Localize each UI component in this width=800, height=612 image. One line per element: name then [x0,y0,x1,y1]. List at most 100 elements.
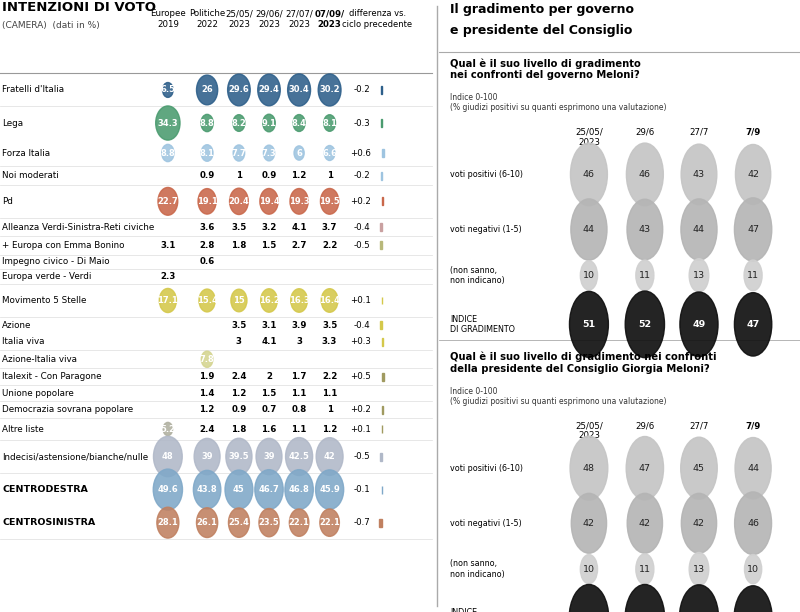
Text: voti positivi (6-10): voti positivi (6-10) [450,170,523,179]
Circle shape [194,438,220,475]
Text: 46: 46 [639,170,651,179]
Text: 27/7: 27/7 [690,421,709,430]
Text: 22.1: 22.1 [319,518,340,527]
Text: Azione: Azione [2,321,31,330]
Text: 0.9: 0.9 [199,171,214,180]
Text: 15: 15 [233,296,245,305]
Circle shape [571,199,607,260]
Text: 17.1: 17.1 [158,296,178,305]
Text: 51: 51 [582,320,595,329]
Text: -0.7: -0.7 [354,518,370,527]
Circle shape [157,507,179,538]
Text: Forza Italia: Forza Italia [2,149,50,157]
Text: Fratelli d'Italia: Fratelli d'Italia [2,86,64,94]
Text: Lega: Lega [2,119,23,127]
Text: Politiche
2022: Politiche 2022 [189,9,226,29]
Bar [382,149,384,157]
Text: 29.4: 29.4 [258,86,279,94]
Text: 2.4: 2.4 [231,372,246,381]
Circle shape [324,146,335,160]
Text: 27/7: 27/7 [690,127,709,136]
Text: 1.8: 1.8 [231,241,246,250]
Text: 20.4: 20.4 [229,197,250,206]
Text: Movimento 5 Stelle: Movimento 5 Stelle [2,296,86,305]
Circle shape [570,291,608,357]
Circle shape [228,74,250,106]
Text: 0.8: 0.8 [291,405,306,414]
Text: 46: 46 [583,170,595,179]
Circle shape [231,289,247,312]
Circle shape [570,143,607,206]
Circle shape [745,554,762,584]
Text: 44: 44 [747,464,759,472]
Text: Qual è il suo livello di gradimento nei confronti
della presidente del Consiglio: Qual è il suo livello di gradimento nei … [450,352,717,374]
Text: 3: 3 [236,337,242,346]
Text: 1.1: 1.1 [291,425,306,433]
Text: 0.6: 0.6 [199,258,214,266]
Text: 8.4: 8.4 [292,119,306,127]
Circle shape [570,436,608,500]
Text: 2.7: 2.7 [291,241,307,250]
Text: Pd: Pd [2,197,13,206]
Circle shape [256,438,282,475]
Circle shape [158,187,178,215]
Text: 16.2: 16.2 [258,296,279,305]
Bar [380,453,382,461]
Circle shape [626,291,665,357]
Text: 2.2: 2.2 [322,241,338,250]
Circle shape [679,585,718,612]
Text: 29/6: 29/6 [635,127,654,136]
Text: 11: 11 [639,271,651,280]
Text: -0.3: -0.3 [354,119,370,127]
Text: 2: 2 [266,372,272,381]
Text: 8.1: 8.1 [200,149,214,157]
Text: CENTRODESTRA: CENTRODESTRA [2,485,88,494]
Text: 1.2: 1.2 [231,389,246,398]
Bar [380,223,382,231]
Bar [382,373,384,381]
Text: 10: 10 [583,565,595,573]
Text: Altre liste: Altre liste [2,425,44,433]
Text: 1.7: 1.7 [291,372,307,381]
Text: +0.3: +0.3 [350,337,370,346]
Text: 22.7: 22.7 [158,197,178,206]
Text: 1.5: 1.5 [262,241,277,250]
Text: 39: 39 [263,452,274,461]
Text: 42: 42 [583,519,595,528]
Text: 29/6: 29/6 [635,421,654,430]
Circle shape [258,74,280,106]
Circle shape [154,469,182,510]
Text: 34.3: 34.3 [158,119,178,127]
Text: Noi moderati: Noi moderati [2,171,59,180]
Text: 1.2: 1.2 [199,405,214,414]
Text: -0.5: -0.5 [354,452,370,461]
Circle shape [626,143,663,206]
Circle shape [262,114,275,132]
Text: -0.5: -0.5 [354,241,370,250]
Circle shape [682,493,717,553]
Text: 7/9: 7/9 [746,127,761,136]
Circle shape [163,422,173,436]
Text: 0.7: 0.7 [262,405,277,414]
Text: 2.8: 2.8 [199,241,214,250]
Circle shape [689,259,709,292]
Text: 1.2: 1.2 [291,171,306,180]
Text: 10: 10 [583,271,595,280]
Text: 3.2: 3.2 [262,223,277,231]
Text: 52: 52 [638,320,651,329]
Circle shape [290,188,308,214]
Text: 26: 26 [202,86,213,94]
Text: 3.3: 3.3 [322,337,338,346]
Circle shape [744,260,762,291]
Circle shape [681,437,718,499]
Text: Indecisi/astensione/bianche/nulle: Indecisi/astensione/bianche/nulle [2,452,148,461]
Circle shape [233,145,245,161]
Circle shape [626,436,663,500]
Text: 1.5: 1.5 [262,389,277,398]
Circle shape [162,83,173,97]
Text: 23.5: 23.5 [258,518,279,527]
Text: Democrazia sovrana popolare: Democrazia sovrana popolare [2,405,134,414]
Text: 49: 49 [692,320,706,329]
Circle shape [571,493,606,553]
Text: -0.4: -0.4 [354,321,370,330]
